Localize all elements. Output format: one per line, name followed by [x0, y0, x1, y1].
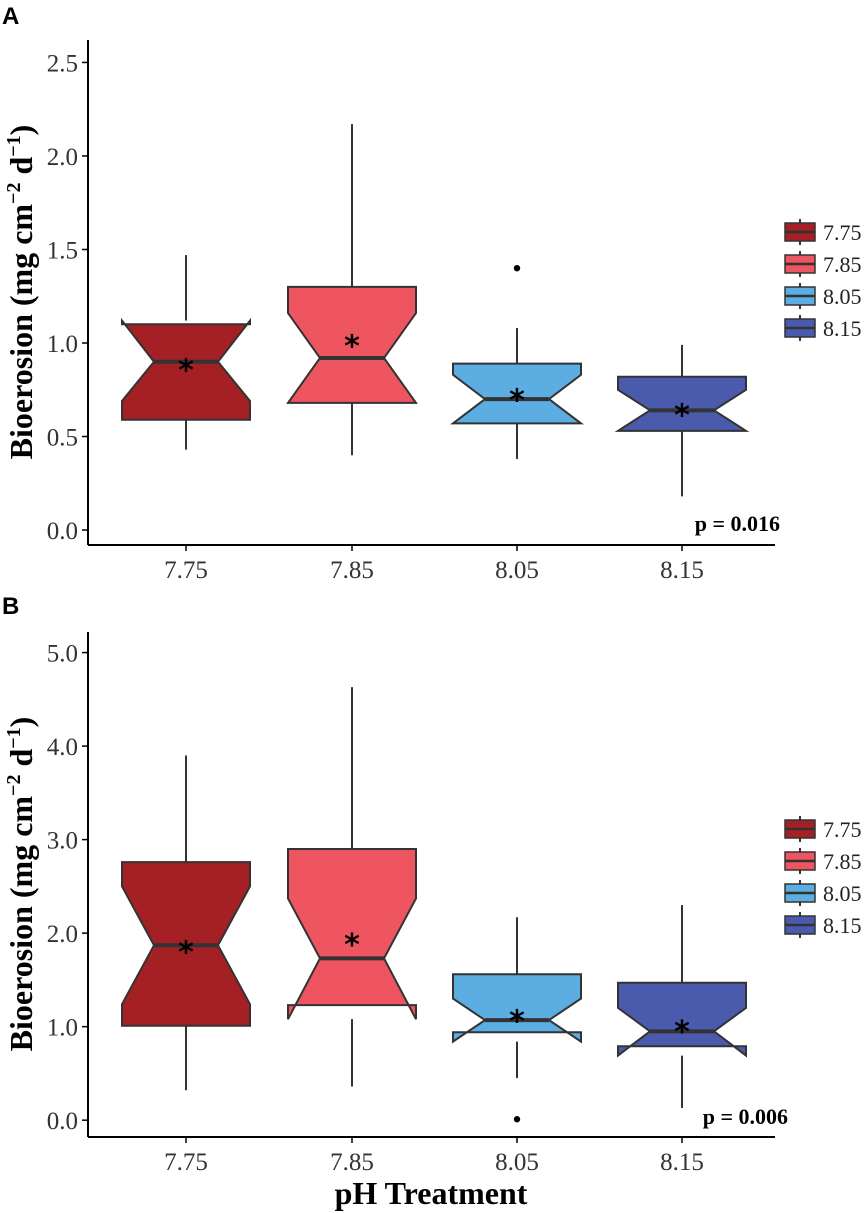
y-axis-title-part: −2: [3, 775, 25, 796]
y-axis-title-part: d: [3, 749, 39, 775]
y-axis-title-part: ): [3, 125, 39, 136]
y-tick-label: 4.0: [47, 734, 78, 761]
x-tick-label: 8.05: [495, 1149, 539, 1176]
legend-label: 8.15: [823, 316, 862, 341]
y-axis-title-part: ): [3, 717, 39, 728]
outlier-point: [513, 1116, 521, 1123]
x-tick-label: 7.85: [330, 1149, 374, 1176]
legend-item: 7.75: [784, 816, 862, 842]
p-value-label: p = 0.006: [703, 1104, 788, 1129]
y-axis-title-part: −2: [3, 183, 25, 204]
y-axis-title-part: −1: [3, 727, 25, 748]
y-tick-label: 0.5: [47, 425, 78, 452]
box-group-7-85: *: [286, 124, 418, 456]
y-tick-label: 2.0: [47, 144, 78, 171]
y-axis-title: Bioerosion (mg cm−2 d−1): [3, 717, 39, 1052]
x-tick-label: 7.85: [330, 557, 374, 584]
legend-item: 8.15: [784, 315, 862, 341]
y-tick-label: 2.5: [47, 50, 78, 77]
y-axis-title-part: Bioerosion (mg cm: [3, 204, 39, 460]
box-group-7-75: *: [121, 755, 251, 1091]
x-tick-label: 7.75: [164, 1149, 208, 1176]
mean-marker: *: [674, 1015, 690, 1050]
box-group-8-05: *: [452, 917, 582, 1123]
legend-item: 8.05: [784, 283, 862, 309]
legend: 7.75 7.85 8.05 8.15: [784, 816, 862, 938]
legend-label: 7.85: [823, 849, 862, 874]
mean-marker: *: [178, 354, 194, 389]
box-group-8-15: *: [617, 905, 747, 1109]
x-axis-title: pH Treatment: [335, 1175, 528, 1211]
notched-box: [452, 973, 582, 1044]
box-group-8-05: *: [450, 264, 584, 459]
mean-marker: *: [509, 384, 525, 419]
y-axis-title-part: −1: [3, 135, 25, 156]
y-tick-label: 0.0: [47, 1108, 78, 1135]
y-tick-label: 3.0: [47, 828, 78, 855]
legend-item: 7.85: [784, 848, 862, 874]
y-tick-label: 1.0: [47, 1015, 78, 1042]
notched-box: [286, 285, 418, 404]
mean-marker: *: [344, 928, 360, 963]
mean-marker: *: [674, 399, 690, 434]
legend-item: 8.15: [784, 912, 862, 938]
legend-label: 7.85: [823, 252, 862, 277]
panel-label: A: [2, 3, 19, 30]
legend-item: 8.05: [784, 880, 862, 906]
y-axis-title: Bioerosion (mg cm−2 d−1): [3, 125, 39, 460]
y-tick-label: 2.0: [47, 921, 78, 948]
y-tick-label: 0.0: [47, 518, 78, 545]
outlier-point: [513, 264, 521, 272]
box-group-7-85: *: [287, 687, 417, 1087]
notched-box: [450, 362, 584, 425]
legend-label: 8.15: [823, 913, 862, 938]
legend: 7.75 7.85 8.05 8.15: [784, 219, 862, 341]
box-group-7-75: *: [121, 255, 251, 450]
legend-item: 7.85: [784, 251, 862, 277]
legend-label: 7.75: [823, 220, 862, 245]
y-tick-label: 1.0: [47, 331, 78, 358]
box-group-8-15: *: [614, 344, 750, 497]
legend-label: 8.05: [823, 284, 862, 309]
p-value-label: p = 0.016: [695, 511, 780, 536]
mean-marker: *: [509, 1005, 525, 1040]
notched-box: [287, 848, 417, 1020]
y-tick-label: 5.0: [47, 641, 78, 668]
legend-label: 8.05: [823, 881, 862, 906]
mean-marker: *: [178, 935, 194, 970]
y-axis-title-part: Bioerosion (mg cm: [3, 796, 39, 1052]
y-axis-title-part: d: [3, 157, 39, 183]
panel-a: A 0.0 0.5 1.0 1.5 2.0 2.5 7.75 7.85 8.05 8.15 Bioer…: [2, 3, 862, 584]
y-tick-label: 1.5: [47, 237, 78, 264]
x-tick-label: 8.15: [660, 1149, 704, 1176]
x-tick-label: 8.15: [660, 557, 704, 584]
mean-marker: *: [344, 329, 360, 364]
notched-box: [121, 317, 251, 421]
legend-item: 7.75: [784, 219, 862, 245]
x-tick-label: 8.05: [495, 557, 539, 584]
panel-label: B: [2, 593, 19, 620]
x-tick-label: 7.75: [164, 557, 208, 584]
notched-box: [614, 375, 750, 432]
panel-b: B 0.0 1.0 2.0 3.0 4.0 5.0 7.75 7.85 8.05 8.15 Bioer…: [2, 593, 862, 1211]
notched-box: [617, 981, 747, 1058]
legend-label: 7.75: [823, 817, 862, 842]
